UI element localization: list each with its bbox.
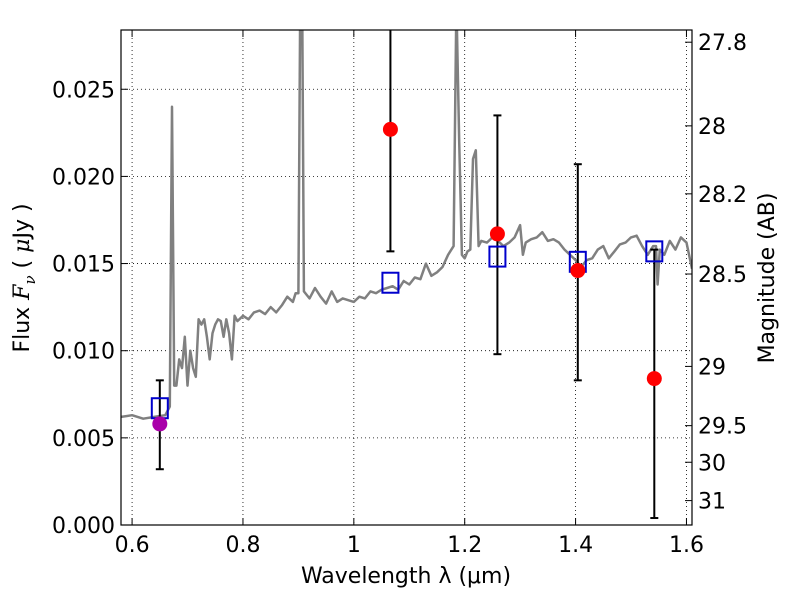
x-tick-label: 0.8 xyxy=(225,533,260,558)
observed-point xyxy=(646,371,662,387)
y-tick-label: 0.015 xyxy=(52,253,115,278)
right-tick-label: 29.5 xyxy=(698,415,747,440)
y-tick-label: 0.005 xyxy=(52,427,115,452)
ticks: 0.6 0.8 1 1.2 1.4 1.6 0.000 0.005 0.010 0.015 0.02… xyxy=(52,30,747,558)
y-axis-label-prefix: Flux xyxy=(10,300,35,353)
grid xyxy=(121,30,692,526)
x-axis-label: Wavelength λ (μm) xyxy=(301,564,511,589)
model-point xyxy=(381,271,400,294)
y-tick-label: 0.020 xyxy=(52,165,115,190)
x-tick-label: 1.6 xyxy=(669,533,704,558)
right-tick-label: 28 xyxy=(698,115,726,140)
spectrum-line xyxy=(121,30,692,420)
x-tick-label: 1.2 xyxy=(447,533,482,558)
y-axis-label-mu: μ xyxy=(10,239,35,253)
model-point xyxy=(645,240,664,263)
observed-point xyxy=(489,226,505,242)
x-tick-label: 1 xyxy=(347,533,361,558)
x-tick-label: 1.4 xyxy=(558,533,593,558)
y-axis-label-symbol: F xyxy=(10,284,35,301)
plot-area xyxy=(121,30,692,420)
plot-frame xyxy=(120,29,693,526)
right-tick-label: 31 xyxy=(698,490,726,515)
right-axis-label: Magnitude (AB) xyxy=(755,193,780,364)
y-tick-label: 0.010 xyxy=(52,340,115,365)
x-tick-label: 0.6 xyxy=(115,533,150,558)
observed-point xyxy=(382,121,398,137)
y-tick-label: 0.000 xyxy=(52,514,115,539)
right-tick-label: 27.8 xyxy=(698,31,747,56)
marker-layer xyxy=(150,30,664,520)
observed-point xyxy=(570,263,586,279)
right-tick-label: 28.2 xyxy=(698,183,747,208)
right-tick-label: 30 xyxy=(698,451,726,476)
right-tick-label: 28.5 xyxy=(698,263,747,288)
observed-point xyxy=(152,416,168,432)
y-axis-label-unit: ( xyxy=(10,253,35,276)
y-axis-label-unit-end: Jy ) xyxy=(10,203,35,240)
y-axis-label: Flux Fν ( μJy ) xyxy=(10,203,39,352)
y-axis-label-subscript: ν xyxy=(21,275,39,284)
model-point xyxy=(488,245,507,268)
y-tick-label: 0.025 xyxy=(52,78,115,103)
right-tick-label: 29 xyxy=(698,355,726,380)
svg-text:Flux Fν ( μJy ): Flux Fν ( μJy ) xyxy=(10,203,39,352)
